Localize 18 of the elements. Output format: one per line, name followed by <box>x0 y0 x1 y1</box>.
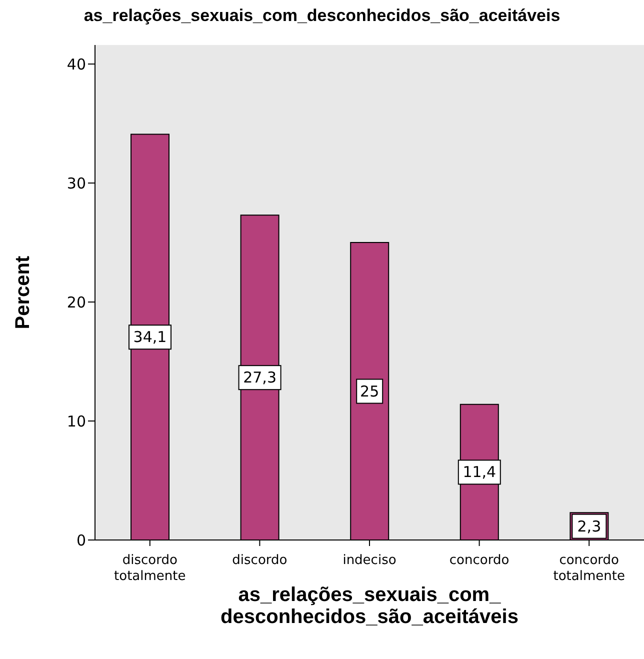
data-label: 25 <box>360 382 380 400</box>
x-tick-label: concordo <box>449 553 510 568</box>
data-label: 34,1 <box>133 328 167 346</box>
data-label: 2,3 <box>577 517 602 536</box>
y-tick-label: 0 <box>76 531 86 550</box>
y-tick-label: 40 <box>66 55 86 74</box>
y-tick-label: 20 <box>66 293 86 312</box>
chart-title: as_relações_sexuais_com_desconhecidos_são_aceitáveis <box>82 6 562 26</box>
y-axis-title: Percent <box>12 255 34 330</box>
x-tick-label: discordo totalmente <box>114 553 186 584</box>
x-tick-label: indeciso <box>342 553 396 568</box>
x-tick-label: concordo totalmente <box>553 553 625 584</box>
data-label: 11,4 <box>462 463 496 482</box>
y-tick-label: 30 <box>66 174 86 192</box>
x-tick-label: discordo <box>232 553 288 568</box>
y-tick-label: 10 <box>66 412 86 430</box>
data-label: 27,3 <box>243 368 277 387</box>
x-axis-title: as_relações_sexuais_com_ desconhecidos_são_aceitáveis <box>220 584 520 628</box>
